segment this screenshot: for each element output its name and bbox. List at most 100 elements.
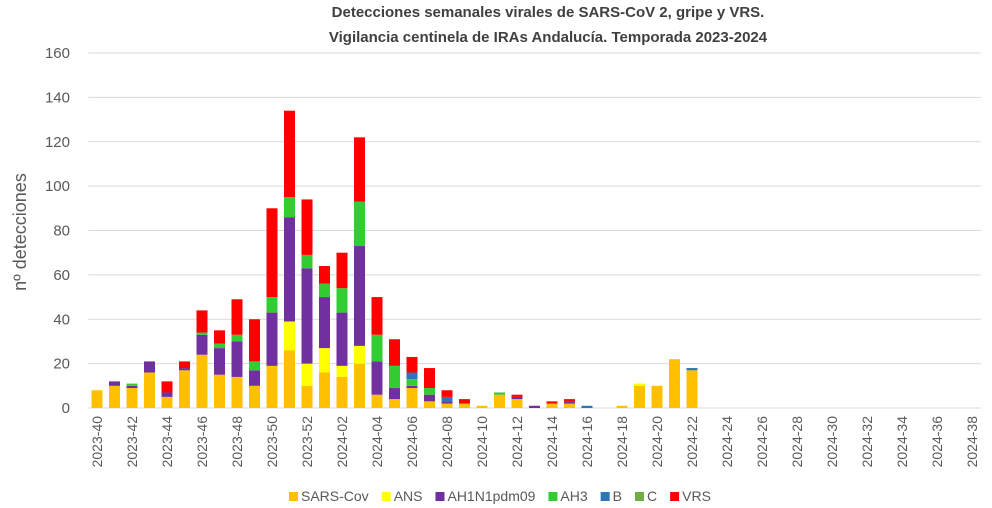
legend-swatch — [435, 492, 445, 501]
bar-segment — [564, 403, 575, 408]
y-tick-label: 60 — [53, 267, 70, 284]
bar-segment — [546, 401, 558, 404]
x-tick-label: 2024-20 — [649, 416, 665, 468]
bar-segment — [301, 199, 313, 255]
bar-segment — [494, 394, 505, 408]
y-tick-label: 80 — [53, 223, 70, 240]
legend-label: AH3 — [560, 488, 587, 504]
bar-segment — [424, 401, 435, 408]
bar-segment — [266, 208, 278, 298]
bar-segment — [319, 372, 330, 408]
x-tick-label: 2023-52 — [299, 416, 315, 468]
bar-segment — [616, 405, 628, 408]
bar-segment — [319, 283, 330, 298]
bar-segment — [424, 388, 435, 395]
bar-segment — [354, 363, 365, 408]
bar-segment — [511, 394, 523, 397]
bar-segment — [231, 341, 243, 377]
x-tick-label: 2024-04 — [369, 416, 385, 468]
bar-segment — [214, 343, 225, 349]
y-tick-label: 100 — [45, 178, 70, 195]
bar-segment — [564, 399, 575, 402]
bar-segment — [109, 381, 120, 386]
bar-segment — [686, 370, 698, 408]
bar-segment — [196, 354, 208, 408]
legend-swatch — [670, 492, 680, 501]
bar-segment — [109, 385, 120, 408]
bar-segment — [179, 368, 190, 371]
x-tick-label: 2024-34 — [894, 416, 910, 468]
bar-segment — [459, 403, 470, 408]
legend-label: C — [647, 488, 657, 504]
bar-segment — [354, 201, 365, 247]
bar-segment — [196, 332, 208, 335]
bar-segment — [301, 268, 313, 364]
legend-swatch — [600, 492, 610, 501]
bar-segment — [266, 365, 278, 408]
bar-segment — [249, 385, 260, 408]
bar-segment — [424, 394, 435, 402]
x-tick-label: 2024-10 — [474, 416, 490, 468]
bar-segment — [564, 401, 575, 404]
bar-segment — [669, 359, 680, 408]
bar-segment — [249, 370, 260, 386]
bar-segment — [494, 392, 505, 395]
x-tick-label: 2023-44 — [159, 416, 175, 468]
bar-segment — [249, 319, 260, 362]
legend-swatch — [289, 492, 298, 501]
bar-segment — [336, 252, 348, 289]
bar-segment — [214, 330, 225, 344]
bar-segment — [511, 399, 523, 408]
bar-segment — [371, 297, 383, 335]
bar-segment — [441, 396, 453, 402]
bar-segment — [406, 379, 418, 386]
legend-swatch — [635, 492, 644, 501]
bar-segment — [266, 297, 278, 313]
bar-segment — [231, 299, 243, 335]
bar-segment — [91, 390, 103, 408]
x-tick-label: 2024-30 — [824, 416, 840, 468]
x-tick-label: 2024-36 — [929, 416, 945, 468]
bar-segment — [371, 334, 383, 362]
bar-segment — [144, 372, 155, 408]
chart-title: Detecciones semanales virales de SARS-Co… — [332, 4, 765, 21]
bar-segment — [284, 217, 295, 322]
legend-swatch — [548, 492, 558, 501]
bar-segment — [354, 345, 365, 364]
bar-segment — [161, 396, 173, 408]
bar-segment — [319, 297, 330, 349]
legend-label: VRS — [682, 488, 711, 504]
legend-swatch — [381, 492, 391, 501]
x-tick-label: 2024-24 — [719, 416, 735, 468]
y-tick-label: 160 — [45, 45, 70, 62]
bar-segment — [126, 385, 138, 389]
legend-label: SARS-Cov — [301, 488, 369, 504]
bar-segment — [389, 365, 400, 389]
bar-segment — [651, 385, 663, 408]
bar-segment — [389, 388, 400, 400]
x-tick-label: 2023-48 — [229, 416, 245, 468]
bar-segment — [406, 356, 418, 373]
bar-segment — [371, 394, 383, 408]
x-tick-label: 2023-50 — [264, 416, 280, 468]
bar-segment — [354, 137, 365, 202]
y-tick-label: 120 — [45, 134, 70, 151]
chart-subtitle: Vigilancia centinela de IRAs Andalucía. … — [329, 29, 768, 46]
bar-segment — [284, 197, 295, 218]
bar-segment — [336, 288, 348, 313]
bar-segment — [284, 350, 295, 408]
bar-segment — [371, 361, 383, 395]
bar-segment — [441, 401, 453, 404]
y-tick-label: 40 — [53, 311, 70, 328]
bar-segment — [284, 110, 295, 198]
bar-segment — [441, 403, 453, 408]
bar-segment — [634, 385, 645, 408]
bar-segment — [336, 365, 348, 377]
bar-segment — [634, 383, 645, 386]
bar-segment — [126, 383, 138, 386]
bar-segment — [319, 266, 330, 284]
bar-segment — [354, 246, 365, 346]
bar-segment — [144, 361, 155, 373]
bar-segment — [319, 348, 330, 373]
legend-label: B — [613, 488, 622, 504]
